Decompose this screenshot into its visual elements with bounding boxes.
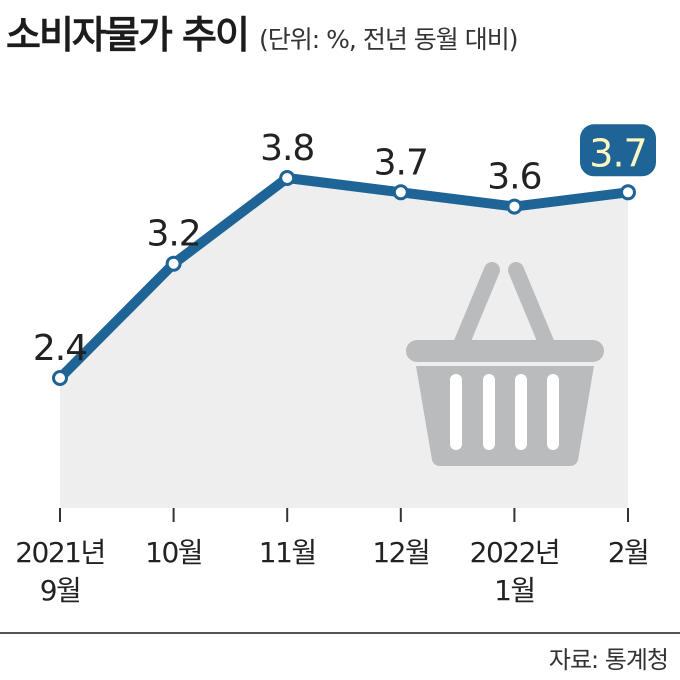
data-point (165, 255, 182, 272)
series-line (55, 173, 633, 383)
bottom-divider (0, 632, 680, 634)
chart-subtitle: (단위: %, 전년 동월 대비) (259, 25, 518, 54)
highlight-label-box (580, 124, 656, 177)
data-label: 3.6 (487, 157, 541, 198)
data-label: 3.7 (374, 142, 428, 183)
basket-layer (406, 262, 604, 466)
data-point (279, 170, 296, 186)
data-point (52, 370, 68, 386)
x-tick-label: 2월 (608, 536, 649, 569)
shopping-basket-icon (406, 262, 604, 466)
data-label: 2.4 (33, 328, 87, 369)
data-point (620, 184, 636, 201)
x-tick-label: 12월 (372, 536, 429, 569)
data-label-highlight: 3.7 (589, 131, 646, 175)
source-note: 자료: 통계청 (548, 646, 669, 674)
data-point (392, 184, 409, 201)
data-label: 3.8 (260, 128, 314, 169)
title-row: 소비자물가 추이 (단위: %, 전년 동월 대비) (6, 4, 518, 57)
data-label: 3.2 (146, 214, 200, 255)
x-axis: 2021년 9월 10월 11월 12월 2022년 1월 2월 (15, 508, 650, 607)
data-point (506, 198, 523, 215)
line-layer (52, 170, 636, 386)
x-tick-label: 10월 (145, 536, 202, 569)
x-tick-label: 9월 (40, 574, 81, 607)
x-tick-label: 11월 (259, 536, 316, 569)
x-tick-label: 2022년 (470, 536, 560, 569)
label-layer: 2.4 3.2 3.8 3.7 3.6 3.7 (33, 124, 656, 369)
x-tick-label: 2021년 (15, 536, 105, 569)
chart-title: 소비자물가 추이 (6, 13, 250, 57)
x-tick-label: 1월 (494, 574, 535, 607)
